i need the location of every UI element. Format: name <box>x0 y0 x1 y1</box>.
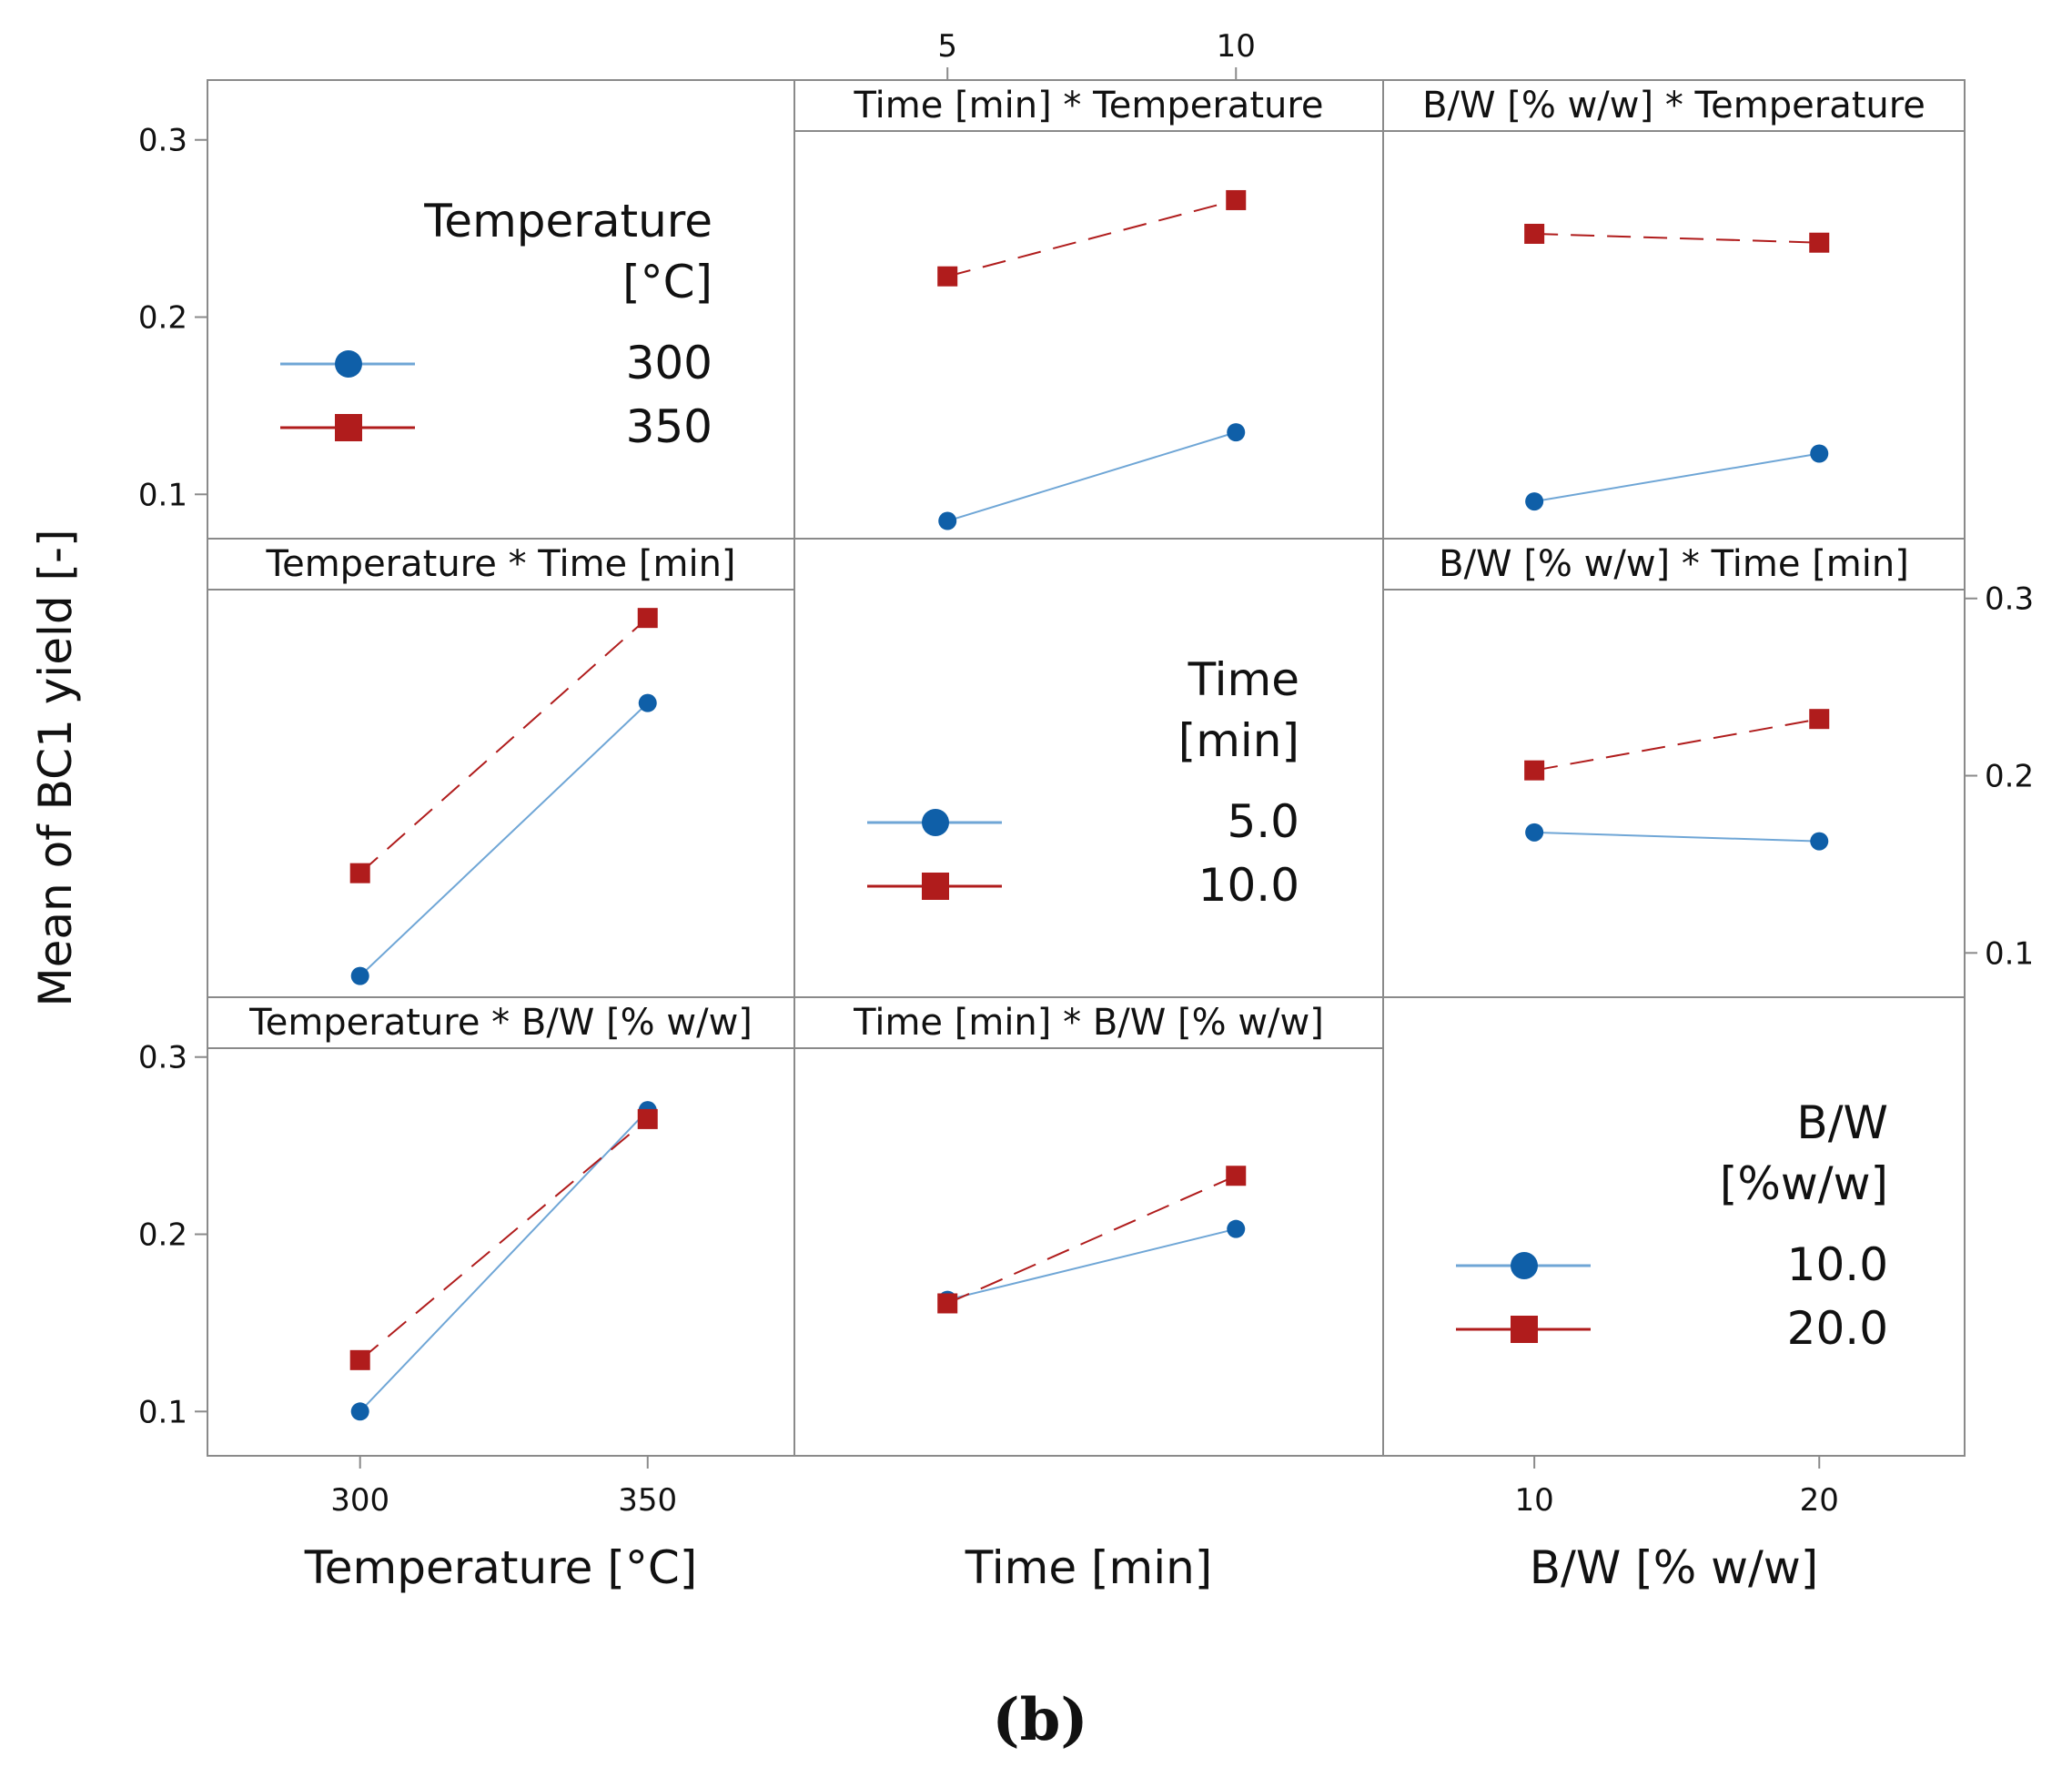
y-tick-label: 0.2 <box>1985 759 2034 795</box>
y-tick-label: 0.1 <box>138 1394 187 1430</box>
panel-title: B/W [% w/w] * Temperature <box>1422 85 1925 126</box>
data-point-5.0 <box>350 966 369 985</box>
legend-label: 350 <box>626 400 713 453</box>
x-tick-label: 10 <box>1217 28 1256 65</box>
panel-title: B/W [% w/w] * Time [min] <box>1439 543 1909 585</box>
legend-title: Time <box>1188 653 1299 706</box>
data-point-10.0 <box>637 608 658 629</box>
panel-title: Time [min] * B/W [% w/w] <box>853 1002 1324 1044</box>
legend-label: 20.0 <box>1787 1302 1888 1355</box>
data-point-5.0 <box>638 693 657 712</box>
series-line-300 <box>946 431 1237 522</box>
series-line-350 <box>946 198 1237 278</box>
legend-title: [°C] <box>622 256 713 308</box>
data-point-10.0 <box>1809 709 1830 730</box>
legend-label: 10.0 <box>1198 859 1299 912</box>
legend-marker-300 <box>335 350 362 378</box>
legend-title: [%w/w] <box>1720 1157 1888 1210</box>
data-point-20.0 <box>1226 1166 1247 1186</box>
data-point-300 <box>938 511 957 530</box>
x-tick-label: 20 <box>1800 1482 1839 1519</box>
series-line-20.0 <box>359 1118 649 1361</box>
data-point-350 <box>1524 223 1545 244</box>
data-point-20.0 <box>349 1349 370 1370</box>
data-point-10.0 <box>350 1402 369 1421</box>
y-tick-label: 0.3 <box>1985 581 2034 618</box>
series-line-300 <box>1533 452 1820 503</box>
legend-title: Temperature <box>423 195 713 247</box>
x-axis-title: Time [min] <box>965 1541 1213 1594</box>
data-point-10.0 <box>349 863 370 883</box>
legend-title: B/W <box>1796 1096 1888 1149</box>
y-tick-label: 0.2 <box>138 300 187 337</box>
panel-title: Time [min] * Temperature <box>853 85 1323 126</box>
plot-frame <box>207 79 1966 1457</box>
data-point-10.0 <box>1227 1219 1246 1238</box>
series-line-350 <box>1534 232 1820 244</box>
panel-title: Temperature * B/W [% w/w] <box>248 1002 753 1044</box>
legend-label: 300 <box>626 337 713 389</box>
y-tick-label: 0.1 <box>138 477 187 513</box>
legend-label: 5.0 <box>1227 795 1299 848</box>
data-point-20.0 <box>637 1108 658 1129</box>
series-line-5.0 <box>359 702 649 977</box>
legend-marker-10.0 <box>922 873 949 900</box>
figure-caption: (b) <box>992 1686 1087 1754</box>
data-point-300 <box>1810 444 1829 463</box>
x-tick-label: 350 <box>618 1482 677 1519</box>
x-tick-label: 5 <box>937 28 957 65</box>
data-point-10.0 <box>1524 760 1545 781</box>
x-tick-label: 10 <box>1515 1482 1554 1519</box>
series-line-10.0 <box>359 1109 649 1412</box>
series-line-10.0 <box>1533 718 1820 772</box>
series-line-10.0 <box>946 1227 1237 1301</box>
x-axis-title: Temperature [°C] <box>304 1541 698 1594</box>
panel-title: Temperature * Time [min] <box>265 543 735 585</box>
legend-marker-20.0 <box>1511 1316 1538 1343</box>
series-line-10.0 <box>359 617 649 874</box>
series-line-20.0 <box>946 1175 1237 1305</box>
data-point-20.0 <box>937 1293 958 1314</box>
y-tick-label: 0.1 <box>1985 935 2034 972</box>
legend-marker-5.0 <box>922 809 949 836</box>
x-axis-title: B/W [% w/w] <box>1530 1541 1819 1594</box>
data-point-5.0 <box>1525 823 1544 842</box>
data-point-300 <box>1227 423 1246 442</box>
data-point-5.0 <box>1810 832 1829 851</box>
y-axis-title: Mean of BC1 yield [-] <box>29 529 82 1006</box>
x-tick-label: 300 <box>330 1482 389 1519</box>
data-point-350 <box>937 266 958 287</box>
series-line-5.0 <box>1534 831 1820 843</box>
legend-marker-10.0 <box>1511 1252 1538 1279</box>
y-tick-label: 0.2 <box>138 1217 187 1254</box>
data-point-350 <box>1226 189 1247 210</box>
y-tick-label: 0.3 <box>138 1040 187 1076</box>
legend-title: [min] <box>1178 714 1299 767</box>
y-tick-label: 0.3 <box>138 123 187 159</box>
data-point-300 <box>1525 492 1544 511</box>
legend-label: 10.0 <box>1787 1238 1888 1291</box>
legend-marker-350 <box>335 414 362 441</box>
data-point-350 <box>1809 232 1830 253</box>
